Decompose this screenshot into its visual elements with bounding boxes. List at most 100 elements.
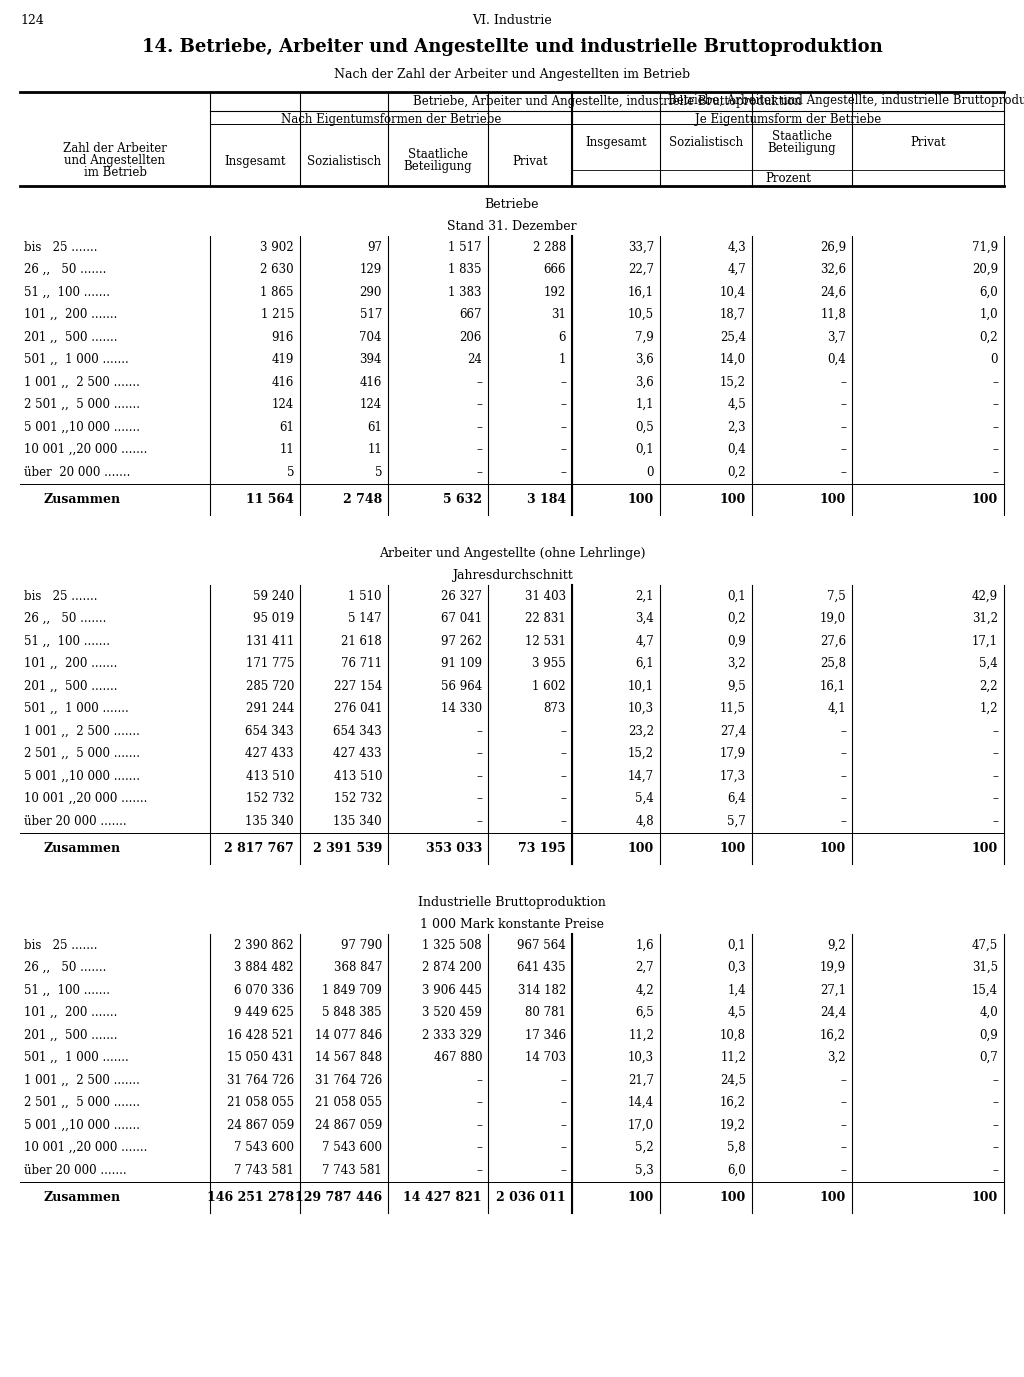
Text: im Betrieb: im Betrieb xyxy=(84,167,146,179)
Text: 1,6: 1,6 xyxy=(635,939,654,952)
Text: 10,8: 10,8 xyxy=(720,1029,746,1042)
Text: 23,2: 23,2 xyxy=(628,724,654,738)
Text: 24: 24 xyxy=(467,354,482,366)
Text: über 20 000 .......: über 20 000 ....... xyxy=(24,1164,127,1177)
Text: 704: 704 xyxy=(359,330,382,344)
Text: 2 874 200: 2 874 200 xyxy=(422,961,482,975)
Text: 1 602: 1 602 xyxy=(532,680,566,693)
Text: 19,0: 19,0 xyxy=(820,613,846,625)
Text: 3,2: 3,2 xyxy=(827,1051,846,1064)
Text: Prozent: Prozent xyxy=(765,172,811,185)
Text: –: – xyxy=(560,792,566,806)
Text: 26 ,,   50 .......: 26 ,, 50 ....... xyxy=(24,961,106,975)
Text: 1,2: 1,2 xyxy=(980,702,998,715)
Text: –: – xyxy=(992,748,998,760)
Text: 152 732: 152 732 xyxy=(246,792,294,806)
Text: 100: 100 xyxy=(972,1191,998,1203)
Text: 26 ,,   50 .......: 26 ,, 50 ....... xyxy=(24,263,106,277)
Text: 91 109: 91 109 xyxy=(441,657,482,671)
Text: Betriebe: Betriebe xyxy=(484,198,540,211)
Text: –: – xyxy=(560,421,566,434)
Text: 501 ,,  1 000 .......: 501 ,, 1 000 ....... xyxy=(24,1051,129,1064)
Text: bis   25 .......: bis 25 ....... xyxy=(24,589,97,603)
Text: 4,7: 4,7 xyxy=(727,263,746,277)
Text: 61: 61 xyxy=(280,421,294,434)
Text: –: – xyxy=(560,376,566,388)
Text: 22,7: 22,7 xyxy=(628,263,654,277)
Text: –: – xyxy=(840,748,846,760)
Text: 31,2: 31,2 xyxy=(972,613,998,625)
Text: 22 831: 22 831 xyxy=(525,613,566,625)
Text: 26,9: 26,9 xyxy=(820,241,846,253)
Text: Zusammen: Zusammen xyxy=(44,841,121,855)
Text: –: – xyxy=(840,724,846,738)
Text: 9,2: 9,2 xyxy=(827,939,846,952)
Text: 1,4: 1,4 xyxy=(727,983,746,997)
Text: 7,5: 7,5 xyxy=(827,589,846,603)
Text: 0,2: 0,2 xyxy=(727,465,746,479)
Text: 16,2: 16,2 xyxy=(720,1096,746,1110)
Text: 152 732: 152 732 xyxy=(334,792,382,806)
Text: –: – xyxy=(560,1118,566,1132)
Text: 11,2: 11,2 xyxy=(720,1051,746,1064)
Text: 124: 124 xyxy=(359,398,382,412)
Text: –: – xyxy=(560,1142,566,1154)
Text: 15,4: 15,4 xyxy=(972,983,998,997)
Text: –: – xyxy=(992,1096,998,1110)
Text: 6 070 336: 6 070 336 xyxy=(234,983,294,997)
Text: 873: 873 xyxy=(544,702,566,715)
Text: 71,9: 71,9 xyxy=(972,241,998,253)
Text: 2 333 329: 2 333 329 xyxy=(422,1029,482,1042)
Text: 24,4: 24,4 xyxy=(820,1007,846,1019)
Text: 2 817 767: 2 817 767 xyxy=(224,841,294,855)
Text: 18,7: 18,7 xyxy=(720,308,746,321)
Text: 11: 11 xyxy=(368,443,382,456)
Text: 916: 916 xyxy=(271,330,294,344)
Text: –: – xyxy=(476,770,482,782)
Text: 3,6: 3,6 xyxy=(635,376,654,388)
Text: Staatliche: Staatliche xyxy=(408,147,468,161)
Text: Stand 31. Dezember: Stand 31. Dezember xyxy=(447,220,577,233)
Text: 4,0: 4,0 xyxy=(979,1007,998,1019)
Text: –: – xyxy=(992,421,998,434)
Text: –: – xyxy=(992,376,998,388)
Text: 100: 100 xyxy=(628,1191,654,1203)
Text: bis   25 .......: bis 25 ....... xyxy=(24,241,97,253)
Text: 3,6: 3,6 xyxy=(635,354,654,366)
Text: 51 ,,  100 .......: 51 ,, 100 ....... xyxy=(24,635,110,647)
Text: Nach der Zahl der Arbeiter und Angestellten im Betrieb: Nach der Zahl der Arbeiter und Angestell… xyxy=(334,67,690,81)
Text: 31 764 726: 31 764 726 xyxy=(226,1074,294,1086)
Text: –: – xyxy=(476,792,482,806)
Text: –: – xyxy=(476,443,482,456)
Text: 2 501 ,,  5 000 .......: 2 501 ,, 5 000 ....... xyxy=(24,748,140,760)
Text: 10,1: 10,1 xyxy=(628,680,654,693)
Text: 192: 192 xyxy=(544,286,566,299)
Text: 27,4: 27,4 xyxy=(720,724,746,738)
Text: –: – xyxy=(560,748,566,760)
Text: 135 340: 135 340 xyxy=(334,815,382,828)
Text: 4,8: 4,8 xyxy=(635,815,654,828)
Text: Nach Eigentumsformen der Betriebe: Nach Eigentumsformen der Betriebe xyxy=(281,113,501,127)
Text: –: – xyxy=(992,815,998,828)
Text: 14,0: 14,0 xyxy=(720,354,746,366)
Text: –: – xyxy=(840,1118,846,1132)
Text: –: – xyxy=(992,792,998,806)
Text: 20,9: 20,9 xyxy=(972,263,998,277)
Text: 3 184: 3 184 xyxy=(527,493,566,505)
Text: 21 618: 21 618 xyxy=(341,635,382,647)
Text: 0,2: 0,2 xyxy=(979,330,998,344)
Text: Arbeiter und Angestellte (ohne Lehrlinge): Arbeiter und Angestellte (ohne Lehrlinge… xyxy=(379,547,645,560)
Text: –: – xyxy=(476,421,482,434)
Text: 413 510: 413 510 xyxy=(334,770,382,782)
Text: 25,4: 25,4 xyxy=(720,330,746,344)
Text: 501 ,,  1 000 .......: 501 ,, 1 000 ....... xyxy=(24,354,129,366)
Text: 0,4: 0,4 xyxy=(727,443,746,456)
Text: 416: 416 xyxy=(359,376,382,388)
Text: 2,3: 2,3 xyxy=(727,421,746,434)
Text: 501 ,,  1 000 .......: 501 ,, 1 000 ....... xyxy=(24,702,129,715)
Text: 10 001 ,,20 000 .......: 10 001 ,,20 000 ....... xyxy=(24,1142,147,1154)
Text: –: – xyxy=(476,1096,482,1110)
Text: 5 001 ,,10 000 .......: 5 001 ,,10 000 ....... xyxy=(24,421,140,434)
Text: 7,9: 7,9 xyxy=(635,330,654,344)
Text: Sozialistisch: Sozialistisch xyxy=(307,156,381,168)
